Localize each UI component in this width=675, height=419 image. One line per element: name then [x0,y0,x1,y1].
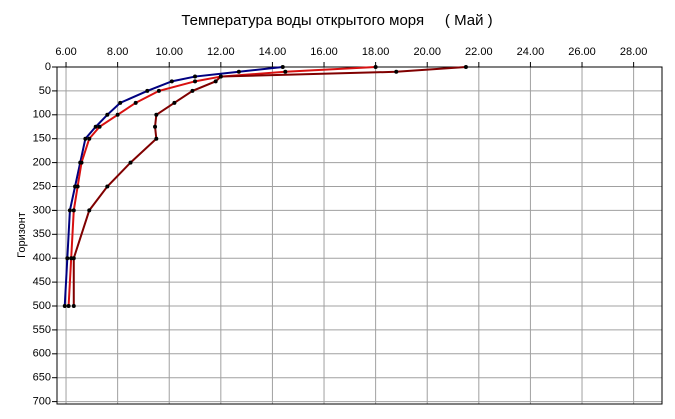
point [193,74,198,79]
point [373,65,378,69]
y-tick-label: 700 [33,396,51,408]
point [87,136,92,141]
x-tick-label: 20.00 [413,46,441,58]
x-tick-label: 26.00 [568,46,596,58]
point [145,88,150,93]
x-tick-label: 22.00 [465,46,493,58]
point [154,136,159,141]
x-tick-label: 10.00 [155,46,183,58]
point [71,304,76,309]
point [105,184,110,189]
y-tick-label: 600 [33,348,51,360]
point [83,136,88,141]
point [71,208,76,213]
x-tick-label: 16.00 [310,46,338,58]
y-tick-label: 350 [33,228,51,240]
point [463,65,468,69]
point [236,69,241,74]
point [213,79,218,84]
y-tick-label: 300 [33,204,51,216]
x-tick-label: 12.00 [207,46,235,58]
point [190,88,195,93]
point [79,160,84,165]
point [66,304,71,309]
series-line [63,66,283,307]
x-tick-label: 28.00 [620,46,648,58]
point [154,112,159,117]
x-tick-label: 14.00 [259,46,287,58]
chart-title: Температура воды открытого моря ( Май ) [181,12,492,29]
point [153,124,158,129]
y-tick-label: 150 [33,133,51,145]
y-tick-label: 500 [33,300,51,312]
y-tick-label: 200 [33,157,51,169]
point [394,69,399,74]
x-tick-label: 18.00 [362,46,390,58]
point [218,74,223,79]
point [87,208,92,213]
y-tick-label: 450 [33,276,51,288]
y-tick-label: 0 [45,61,51,73]
point [169,79,174,84]
y-tick-label: 50 [39,85,51,97]
point [283,69,288,74]
point [128,160,133,165]
y-axis-label: Горизонт [16,212,28,258]
y-tick-label: 100 [33,109,51,121]
point [97,124,102,129]
point [67,208,72,213]
point [115,112,120,117]
point [65,256,70,261]
point [193,79,198,84]
point [75,184,80,189]
y-tick-label: 650 [33,372,51,384]
point [93,124,98,129]
series-line [67,66,376,307]
point [105,112,110,117]
y-tick-label: 400 [33,252,51,264]
x-tick-label: 8.00 [107,46,128,58]
point [71,256,76,261]
point [133,100,138,105]
x-tick-label: 6.00 [55,46,76,58]
x-tick-label: 24.00 [517,46,545,58]
y-tick-label: 250 [33,180,51,192]
point [62,304,67,309]
point [280,65,285,69]
point [118,100,123,105]
point [156,88,161,93]
y-tick-label: 550 [33,324,51,336]
point [172,100,177,105]
